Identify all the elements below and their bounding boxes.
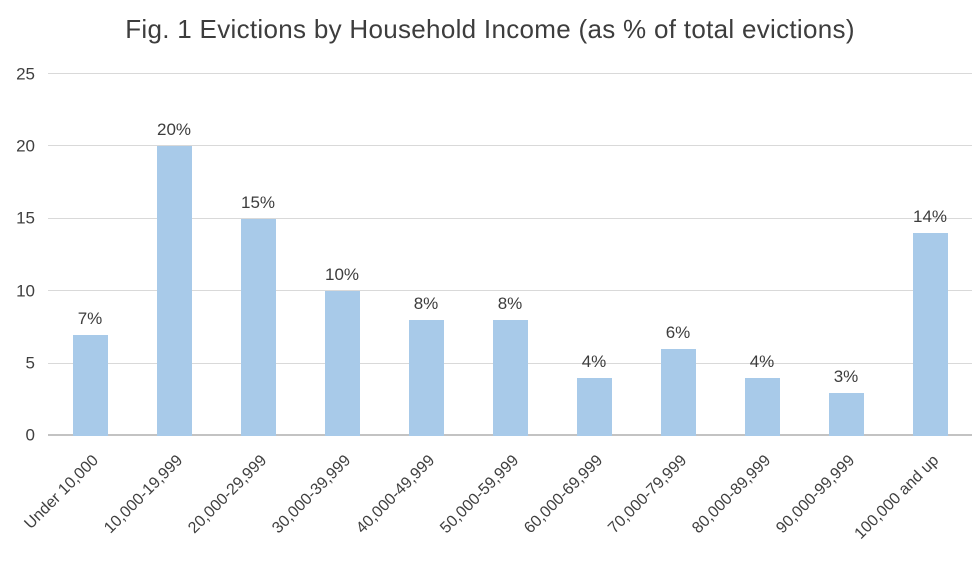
- bars-container: 7% 20% 15% 10% 8% 8% 4% 6% 4% 3% 14%: [48, 74, 972, 436]
- y-tick-label-15: 15: [16, 208, 35, 228]
- gridline-25: 25: [16, 65, 972, 82]
- bar-value-label: 4%: [581, 352, 607, 372]
- gridline-15: 15: [16, 210, 972, 227]
- bar: 20%: [156, 120, 192, 436]
- bar-value-label: 15%: [240, 192, 276, 212]
- bar: 8%: [408, 294, 444, 436]
- x-tick-label: 10,000-19,999: [101, 452, 187, 537]
- y-tick-label-20: 20: [16, 136, 35, 156]
- bar-slot: 20%: [132, 74, 216, 436]
- gridline-20: 20: [16, 137, 972, 154]
- x-tick-label: 50,000-59,999: [437, 452, 523, 537]
- bar-slot: 8%: [384, 74, 468, 436]
- bar-slot: 3%: [804, 74, 888, 436]
- x-tick-label: 20,000-29,999: [185, 452, 271, 537]
- bar-slot: 4%: [720, 74, 804, 436]
- bar-slot: 8%: [468, 74, 552, 436]
- x-tick-label: 30,000-39,999: [269, 452, 355, 537]
- y-tick-label-10: 10: [16, 281, 35, 301]
- gridline-10: 10: [16, 282, 972, 299]
- y-tick-label-5: 5: [25, 353, 35, 373]
- x-tick-label: Under 10,000: [21, 452, 103, 533]
- x-tick-label: 90,000-99,999: [773, 452, 859, 537]
- bar: 15%: [240, 193, 276, 436]
- bar: 4%: [744, 352, 780, 436]
- bar-slot: 10%: [300, 74, 384, 436]
- bar: 8%: [492, 294, 528, 436]
- bar-value-label: 3%: [833, 366, 859, 386]
- bar-value-label: 8%: [413, 294, 439, 314]
- bar-slot: 4%: [552, 74, 636, 436]
- bar-value-label: 14%: [912, 207, 948, 227]
- x-tick-label: 80,000-89,999: [689, 452, 775, 537]
- bar-value-label: 4%: [749, 352, 775, 372]
- plot-area: 0 5 10 15 20 25 7% 20% 15% 10% 8% 8% 4% 6% 4% 3% 14%: [16, 65, 972, 444]
- y-tick-label-0: 0: [25, 425, 35, 445]
- bar-slot: 6%: [636, 74, 720, 436]
- bar: 7%: [72, 309, 108, 436]
- bar-slot: 7%: [48, 74, 132, 436]
- bar: 6%: [660, 323, 696, 436]
- bar-slot: 14%: [888, 74, 972, 436]
- x-tick-label: 70,000-79,999: [605, 452, 691, 537]
- bar-value-label: 7%: [77, 308, 103, 328]
- x-tick-label: 40,000-49,999: [353, 452, 439, 537]
- bar-value-label: 10%: [324, 265, 360, 285]
- chart-title: Fig. 1 Evictions by Household Income (as…: [125, 14, 855, 44]
- bar-value-label: 6%: [665, 323, 691, 343]
- x-tick-label: 60,000-69,999: [521, 452, 607, 537]
- bar: 10%: [324, 265, 360, 436]
- y-tick-label-25: 25: [16, 64, 35, 83]
- bar: 3%: [828, 367, 864, 436]
- bar-value-label: 8%: [497, 294, 523, 314]
- bar-value-label: 20%: [156, 120, 192, 140]
- x-axis-labels: Under 10,000 10,000-19,999 20,000-29,999 30…: [21, 438, 972, 565]
- bar: 14%: [912, 207, 948, 436]
- bar-slot: 15%: [216, 74, 300, 436]
- bar: 4%: [576, 352, 612, 436]
- x-tick-label: 100,000 and up: [851, 452, 943, 543]
